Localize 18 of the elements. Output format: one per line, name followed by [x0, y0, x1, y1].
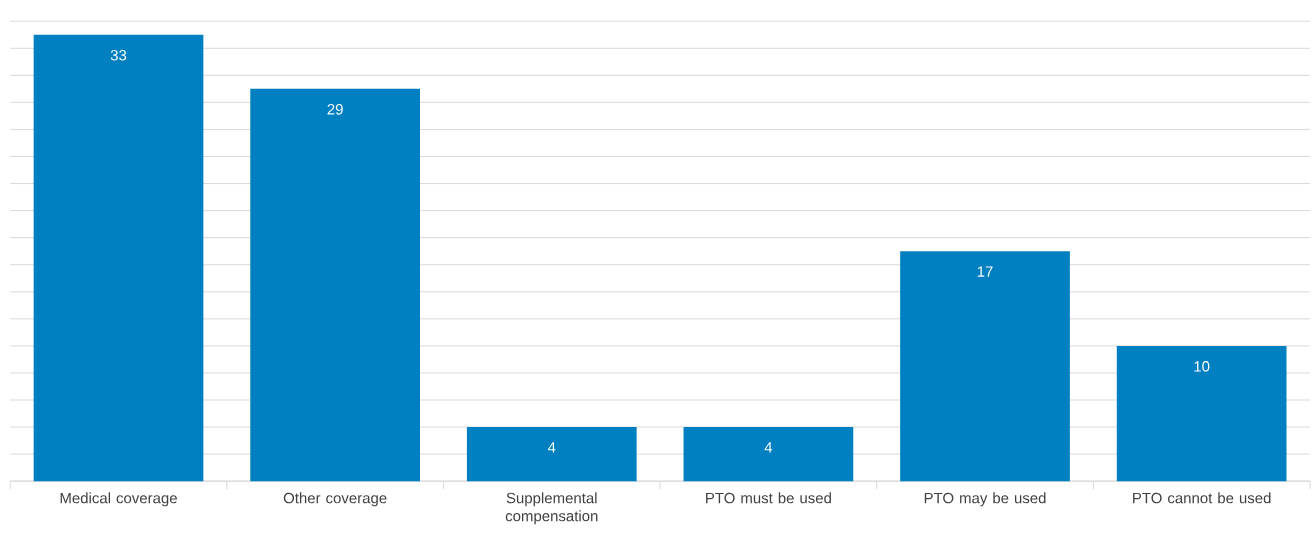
x-tick-label: PTO may be used: [924, 492, 1046, 507]
data-label: 4: [547, 442, 556, 453]
x-tick-label: Supplemental compensation: [505, 492, 598, 525]
bar: [250, 88, 420, 482]
bar: [900, 251, 1070, 482]
x-tick-label: Other coverage: [283, 492, 387, 507]
bar: [1116, 345, 1287, 482]
data-label: 33: [110, 49, 127, 61]
x-tick-label: PTO must be used: [706, 492, 831, 504]
x-tick-label: Medical coverage: [60, 492, 177, 507]
data-label: 4: [764, 442, 773, 453]
bar: [466, 427, 637, 482]
x-tick-label: PTO cannot be used: [1133, 492, 1271, 504]
data-label: 29: [327, 104, 343, 115]
bar: [33, 34, 204, 482]
data-label: 10: [1194, 361, 1210, 372]
data-label: 17: [977, 266, 993, 277]
bar: [683, 427, 854, 482]
